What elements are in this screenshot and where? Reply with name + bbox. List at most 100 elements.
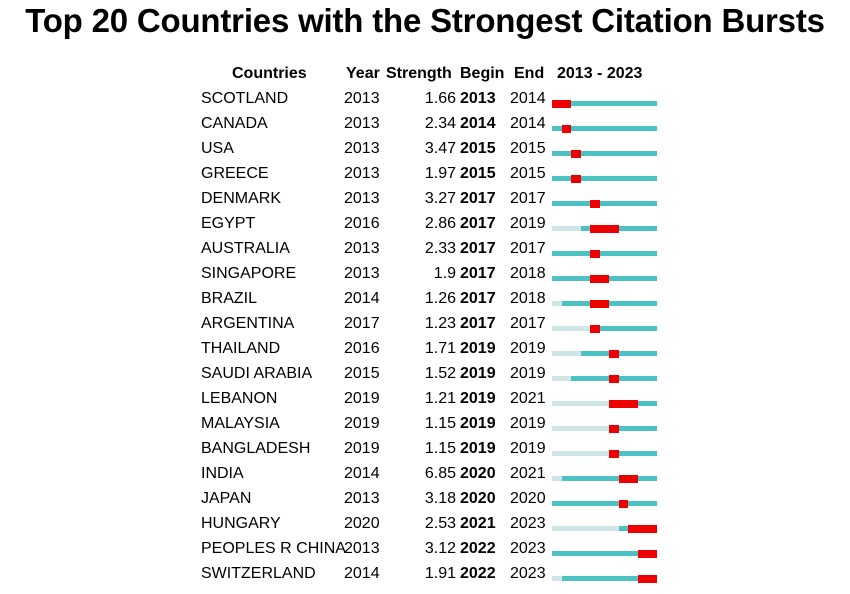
country-label: SCOTLAND bbox=[201, 90, 289, 107]
country-label: ARGENTINA bbox=[201, 315, 295, 332]
first-year-value: 2013 bbox=[344, 165, 380, 182]
first-year-value: 2013 bbox=[344, 190, 380, 207]
burst-segment bbox=[571, 174, 581, 183]
chart-title: Top 20 Countries with the Strongest Cita… bbox=[25, 2, 825, 39]
burst-segment bbox=[590, 324, 600, 333]
country-label: HUNGARY bbox=[201, 515, 281, 532]
header-year: Year bbox=[346, 65, 380, 82]
begin-year-value: 2017 bbox=[460, 265, 496, 282]
begin-year-value: 2019 bbox=[460, 415, 496, 432]
timeline-active-segment bbox=[552, 501, 657, 506]
end-year-value: 2019 bbox=[510, 440, 546, 457]
end-year-value: 2018 bbox=[510, 265, 546, 282]
timeline-active-segment bbox=[552, 151, 657, 156]
timeline-active-segment bbox=[609, 426, 657, 431]
first-year-value: 2013 bbox=[344, 240, 380, 257]
first-year-value: 2014 bbox=[344, 565, 380, 582]
begin-year-value: 2017 bbox=[460, 290, 496, 307]
timeline-active-segment bbox=[580, 226, 657, 231]
burst-segment bbox=[571, 149, 581, 158]
timeline-inactive-segment bbox=[552, 226, 581, 231]
country-label: GREECE bbox=[201, 165, 269, 182]
first-year-value: 2019 bbox=[344, 415, 380, 432]
begin-year-value: 2021 bbox=[460, 515, 496, 532]
end-year-value: 2019 bbox=[510, 415, 546, 432]
end-year-value: 2017 bbox=[510, 315, 546, 332]
strength-value: 3.18 bbox=[424, 490, 456, 507]
country-label: SINGAPORE bbox=[201, 265, 297, 282]
end-year-value: 2015 bbox=[510, 140, 546, 157]
timeline-inactive-segment bbox=[552, 451, 610, 456]
begin-year-value: 2013 bbox=[460, 90, 496, 107]
country-label: MALAYSIA bbox=[201, 415, 280, 432]
timeline-active-segment bbox=[561, 476, 657, 481]
country-label: JAPAN bbox=[201, 490, 252, 507]
end-year-value: 2019 bbox=[510, 215, 546, 232]
timeline-active-segment bbox=[609, 451, 657, 456]
country-label: INDIA bbox=[201, 465, 244, 482]
strength-value: 3.12 bbox=[424, 540, 456, 557]
burst-segment bbox=[609, 399, 638, 408]
begin-year-value: 2017 bbox=[460, 215, 496, 232]
end-year-value: 2021 bbox=[510, 390, 546, 407]
begin-year-value: 2014 bbox=[460, 115, 496, 132]
timeline-inactive-segment bbox=[552, 576, 562, 581]
strength-value: 1.97 bbox=[424, 165, 456, 182]
begin-year-value: 2017 bbox=[460, 190, 496, 207]
burst-segment bbox=[618, 499, 629, 508]
burst-segment bbox=[552, 99, 572, 108]
first-year-value: 2014 bbox=[344, 465, 380, 482]
burst-segment bbox=[628, 524, 657, 533]
timeline-inactive-segment bbox=[552, 376, 572, 381]
country-label: USA bbox=[201, 140, 234, 157]
country-label: SWITZERLAND bbox=[201, 565, 316, 582]
strength-value: 1.21 bbox=[424, 390, 456, 407]
strength-value: 1.66 bbox=[424, 90, 456, 107]
country-label: AUSTRALIA bbox=[201, 240, 290, 257]
country-label: SAUDI ARABIA bbox=[201, 365, 313, 382]
timeline-active-segment bbox=[552, 201, 657, 206]
first-year-value: 2013 bbox=[344, 140, 380, 157]
timeline-active-segment bbox=[580, 351, 657, 356]
country-label: THAILAND bbox=[201, 340, 281, 357]
header-end: End bbox=[514, 65, 545, 82]
burst-segment bbox=[590, 224, 619, 233]
timeline-inactive-segment bbox=[552, 476, 562, 481]
begin-year-value: 2022 bbox=[460, 540, 496, 557]
country-label: PEOPLES R CHINA bbox=[201, 540, 346, 557]
burst-segment bbox=[618, 474, 638, 483]
strength-value: 6.85 bbox=[424, 465, 456, 482]
first-year-value: 2020 bbox=[344, 515, 380, 532]
first-year-value: 2013 bbox=[344, 90, 380, 107]
timeline-active-segment bbox=[561, 576, 657, 581]
strength-value: 1.15 bbox=[424, 415, 456, 432]
first-year-value: 2019 bbox=[344, 440, 380, 457]
burst-segment bbox=[609, 349, 619, 358]
begin-year-value: 2019 bbox=[460, 365, 496, 382]
timeline-active-segment bbox=[552, 101, 657, 106]
timeline-active-segment bbox=[552, 176, 657, 181]
timeline-inactive-segment bbox=[552, 351, 581, 356]
strength-value: 3.27 bbox=[424, 190, 456, 207]
end-year-value: 2023 bbox=[510, 565, 546, 582]
first-year-value: 2016 bbox=[344, 215, 380, 232]
timeline-inactive-segment bbox=[552, 526, 619, 531]
header-countries: Countries bbox=[232, 65, 307, 82]
timeline-inactive-segment bbox=[552, 301, 562, 306]
begin-year-value: 2019 bbox=[460, 390, 496, 407]
begin-year-value: 2020 bbox=[460, 465, 496, 482]
strength-value: 1.26 bbox=[424, 290, 456, 307]
strength-value: 2.33 bbox=[424, 240, 456, 257]
timeline-inactive-segment bbox=[552, 401, 610, 406]
strength-value: 2.34 bbox=[424, 115, 456, 132]
end-year-value: 2015 bbox=[510, 165, 546, 182]
end-year-value: 2018 bbox=[510, 290, 546, 307]
strength-value: 1.15 bbox=[424, 440, 456, 457]
burst-segment bbox=[637, 549, 657, 558]
end-year-value: 2023 bbox=[510, 515, 546, 532]
begin-year-value: 2022 bbox=[460, 565, 496, 582]
country-label: DENMARK bbox=[201, 190, 282, 207]
header-year-range: 2013 - 2023 bbox=[557, 65, 643, 82]
strength-value: 1.52 bbox=[424, 365, 456, 382]
burst-segment bbox=[609, 449, 619, 458]
